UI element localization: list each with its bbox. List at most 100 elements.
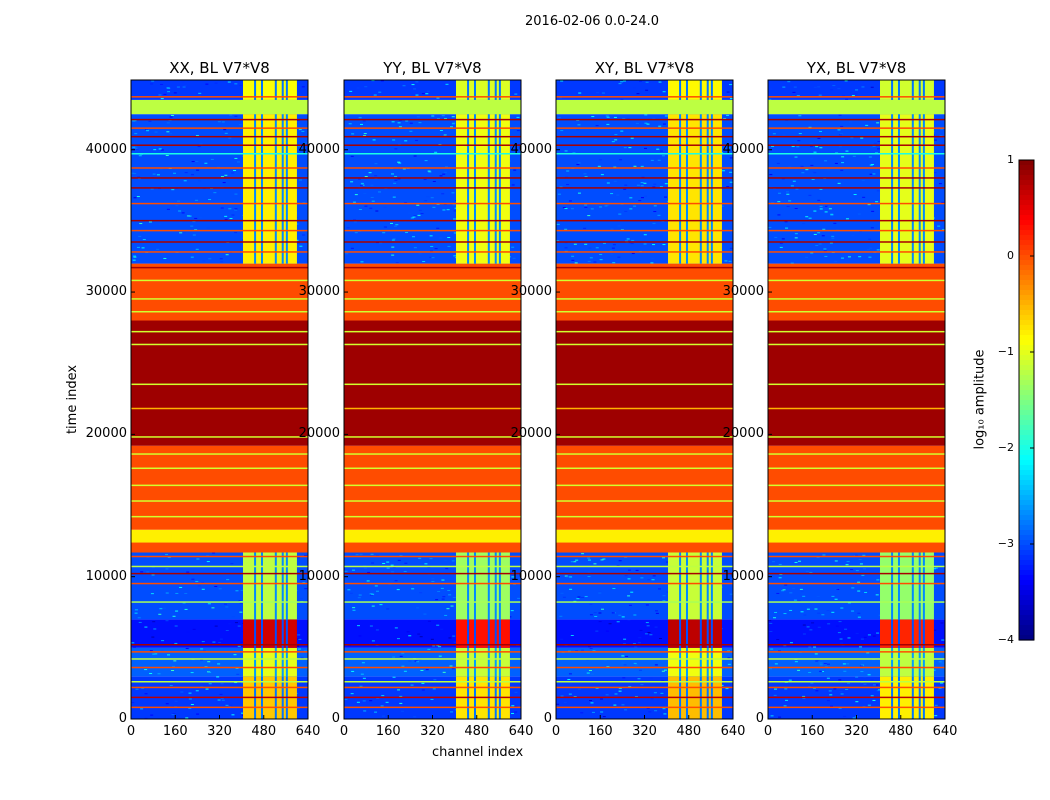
noise-mark [797, 600, 801, 602]
time-line [131, 696, 308, 699]
colorbar-segment [1019, 435, 1034, 441]
noise-mark [658, 638, 662, 640]
noise-mark [395, 224, 399, 226]
noise-mark [225, 630, 229, 632]
noise-mark [646, 625, 650, 627]
noise-mark [165, 620, 169, 622]
noise-mark [208, 199, 212, 201]
colorbar-segment [1019, 540, 1034, 546]
noise-mark [866, 652, 870, 654]
x-tick-label: 480 [888, 724, 914, 739]
x-tick-label: 640 [720, 724, 746, 739]
noise-mark [560, 638, 564, 640]
noise-mark [434, 151, 438, 153]
time-line [768, 658, 945, 660]
signal-gap [699, 647, 702, 677]
noise-mark [453, 255, 457, 257]
signal-gap [710, 647, 713, 677]
noise-mark [391, 173, 395, 175]
noise-mark [851, 610, 855, 612]
noise-mark [407, 212, 411, 214]
noise-mark [729, 157, 733, 159]
noise-mark [587, 215, 591, 217]
noise-mark [797, 140, 801, 142]
noise-mark [580, 712, 584, 714]
noise-mark [298, 638, 302, 640]
signal-gap [891, 80, 894, 100]
noise-mark [650, 698, 654, 700]
noise-mark [364, 86, 368, 88]
noise-mark [618, 687, 622, 689]
signal-gap [679, 619, 682, 648]
noise-mark [662, 600, 666, 602]
noise-mark [648, 711, 652, 713]
noise-mark [868, 256, 872, 258]
noise-mark [860, 137, 864, 139]
noise-mark [562, 659, 566, 661]
noise-mark [358, 117, 362, 119]
noise-mark [373, 94, 377, 96]
noise-mark [839, 133, 843, 135]
time-line [344, 144, 521, 146]
signal-gap [699, 114, 702, 264]
noise-mark [188, 692, 192, 694]
time-line [768, 202, 945, 205]
noise-mark [153, 628, 157, 630]
time-line [556, 310, 733, 313]
noise-mark [829, 705, 833, 707]
noise-mark [823, 248, 827, 250]
signal-gap [274, 619, 277, 648]
noise-mark [148, 120, 152, 122]
noise-mark [137, 176, 141, 178]
colorbar-segment [1019, 395, 1034, 401]
noise-mark [794, 208, 798, 210]
colorbar-segment [1019, 605, 1034, 611]
noise-mark [185, 717, 189, 719]
signal-gap [285, 114, 288, 264]
noise-mark [188, 215, 192, 217]
noise-mark [225, 606, 229, 608]
noise-mark [790, 185, 794, 187]
noise-mark [624, 184, 628, 186]
noise-mark [569, 576, 573, 578]
noise-mark [586, 659, 590, 661]
suptitle: 2016-02-06 0.0-24.0 [525, 14, 659, 29]
noise-mark [621, 662, 625, 664]
signal-gap [285, 552, 288, 620]
noise-mark [834, 261, 838, 263]
noise-mark [188, 698, 192, 700]
time-line [556, 251, 733, 253]
noise-mark [846, 663, 850, 665]
noise-mark [135, 148, 139, 150]
noise-mark [448, 594, 452, 596]
signal-gap [897, 552, 900, 620]
noise-mark [417, 214, 421, 216]
time-line [344, 96, 521, 98]
noise-mark [842, 663, 846, 665]
noise-mark [846, 561, 850, 563]
noise-mark [639, 80, 643, 82]
noise-mark [940, 128, 944, 130]
noise-mark [297, 634, 301, 636]
noise-mark [821, 235, 825, 237]
noise-mark [160, 98, 164, 100]
time-line [131, 565, 308, 568]
noise-mark [593, 563, 597, 565]
noise-mark [449, 665, 453, 667]
signal-gap [254, 80, 257, 100]
time-line [768, 96, 945, 98]
noise-mark [808, 217, 812, 219]
colorbar-segment [1019, 180, 1034, 186]
noise-mark [616, 194, 620, 196]
noise-mark [855, 89, 859, 91]
noise-mark [425, 93, 429, 95]
noise-mark [374, 175, 378, 177]
signal-gap [685, 647, 688, 677]
noise-mark [827, 169, 831, 171]
noise-mark [138, 640, 142, 642]
noise-mark [644, 122, 648, 124]
noise-mark [375, 590, 379, 592]
noise-mark [182, 86, 186, 88]
signal-gap [281, 647, 284, 677]
noise-mark [202, 650, 206, 652]
